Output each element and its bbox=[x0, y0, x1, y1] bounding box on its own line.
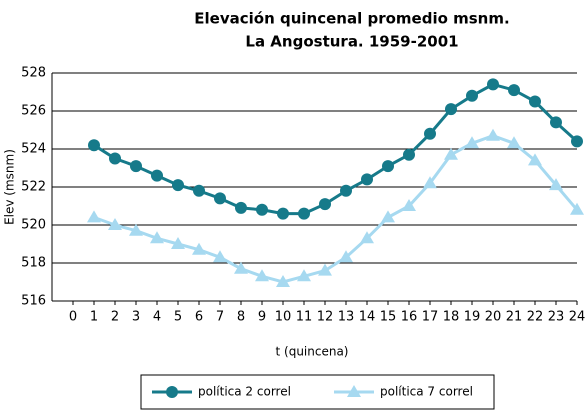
marker bbox=[507, 136, 521, 149]
marker bbox=[339, 250, 353, 263]
marker bbox=[214, 192, 226, 205]
marker bbox=[192, 242, 206, 255]
marker bbox=[424, 127, 436, 140]
marker bbox=[508, 84, 520, 97]
chart-title: Elevación quincenal promedio msnm. bbox=[194, 10, 509, 28]
legend-box bbox=[140, 374, 495, 410]
marker bbox=[129, 223, 143, 236]
y-tick-label: 522 bbox=[21, 180, 46, 195]
x-tick-label: 9 bbox=[258, 310, 266, 325]
x-tick-label: 16 bbox=[401, 310, 418, 325]
marker bbox=[234, 261, 248, 274]
y-tick-label: 528 bbox=[21, 66, 46, 81]
x-tick-label: 18 bbox=[443, 310, 460, 325]
y-tick-label: 516 bbox=[21, 294, 46, 309]
marker bbox=[529, 95, 541, 108]
marker bbox=[277, 207, 289, 220]
marker bbox=[340, 184, 352, 197]
x-tick-label: 22 bbox=[527, 310, 544, 325]
marker bbox=[382, 160, 394, 173]
x-tick-label: 12 bbox=[317, 310, 334, 325]
marker bbox=[298, 207, 310, 220]
marker bbox=[571, 135, 583, 148]
chart-title: La Angostura. 1959-2001 bbox=[245, 33, 458, 51]
marker bbox=[172, 179, 184, 192]
marker bbox=[486, 128, 500, 141]
y-tick-label: 524 bbox=[21, 142, 46, 157]
series-line bbox=[93, 134, 579, 284]
legend-marker bbox=[347, 385, 361, 397]
x-tick-label: 24 bbox=[569, 310, 586, 325]
marker bbox=[276, 275, 290, 287]
marker bbox=[150, 231, 164, 244]
x-tick-label: 5 bbox=[174, 310, 182, 325]
marker bbox=[403, 148, 415, 161]
marker bbox=[87, 210, 101, 223]
legend-label: política 2 correl bbox=[198, 385, 291, 399]
x-tick-label: 3 bbox=[132, 310, 140, 325]
marker bbox=[256, 203, 268, 216]
marker bbox=[360, 231, 374, 244]
marker bbox=[130, 160, 142, 173]
x-tick-label: 7 bbox=[216, 310, 224, 325]
marker bbox=[213, 250, 227, 263]
x-axis-label: t (quincena) bbox=[276, 345, 349, 359]
y-tick-label: 520 bbox=[21, 218, 46, 233]
x-tick-label: 20 bbox=[485, 310, 502, 325]
legend-label: política 7 correl bbox=[380, 385, 473, 399]
marker bbox=[550, 116, 562, 129]
x-tick-label: 6 bbox=[195, 310, 203, 325]
marker bbox=[444, 147, 458, 160]
legend-marker bbox=[166, 386, 178, 398]
marker bbox=[528, 153, 542, 166]
x-tick-label: 23 bbox=[548, 310, 565, 325]
x-tick-label: 17 bbox=[422, 310, 439, 325]
y-axis-label: Elev (msnm) bbox=[3, 149, 17, 225]
x-tick-label: 1 bbox=[90, 310, 98, 325]
marker bbox=[487, 78, 499, 91]
marker bbox=[108, 218, 122, 230]
marker bbox=[319, 198, 331, 211]
marker bbox=[465, 136, 479, 149]
x-tick-label: 21 bbox=[506, 310, 523, 325]
marker bbox=[109, 152, 121, 165]
marker bbox=[235, 201, 247, 214]
marker bbox=[549, 178, 563, 191]
x-tick-label: 0 bbox=[69, 310, 77, 325]
marker bbox=[171, 237, 185, 249]
marker bbox=[297, 269, 311, 282]
x-tick-label: 19 bbox=[464, 310, 481, 325]
marker bbox=[570, 202, 584, 215]
x-tick-label: 10 bbox=[275, 310, 292, 325]
x-tick-label: 4 bbox=[153, 310, 161, 325]
x-tick-label: 2 bbox=[111, 310, 119, 325]
x-tick-label: 13 bbox=[338, 310, 355, 325]
marker bbox=[318, 263, 332, 276]
x-tick-label: 14 bbox=[359, 310, 376, 325]
marker bbox=[151, 169, 163, 182]
x-tick-label: 11 bbox=[296, 310, 313, 325]
marker bbox=[466, 89, 478, 102]
marker bbox=[255, 269, 269, 282]
marker bbox=[402, 199, 416, 211]
x-tick-label: 8 bbox=[237, 310, 245, 325]
marker bbox=[445, 103, 457, 116]
x-tick-label: 15 bbox=[380, 310, 397, 325]
marker bbox=[361, 173, 373, 186]
marker bbox=[381, 210, 395, 223]
marker bbox=[423, 176, 437, 189]
y-tick-label: 526 bbox=[21, 104, 46, 119]
marker bbox=[193, 184, 205, 197]
y-tick-label: 518 bbox=[21, 256, 46, 271]
marker bbox=[88, 139, 100, 152]
